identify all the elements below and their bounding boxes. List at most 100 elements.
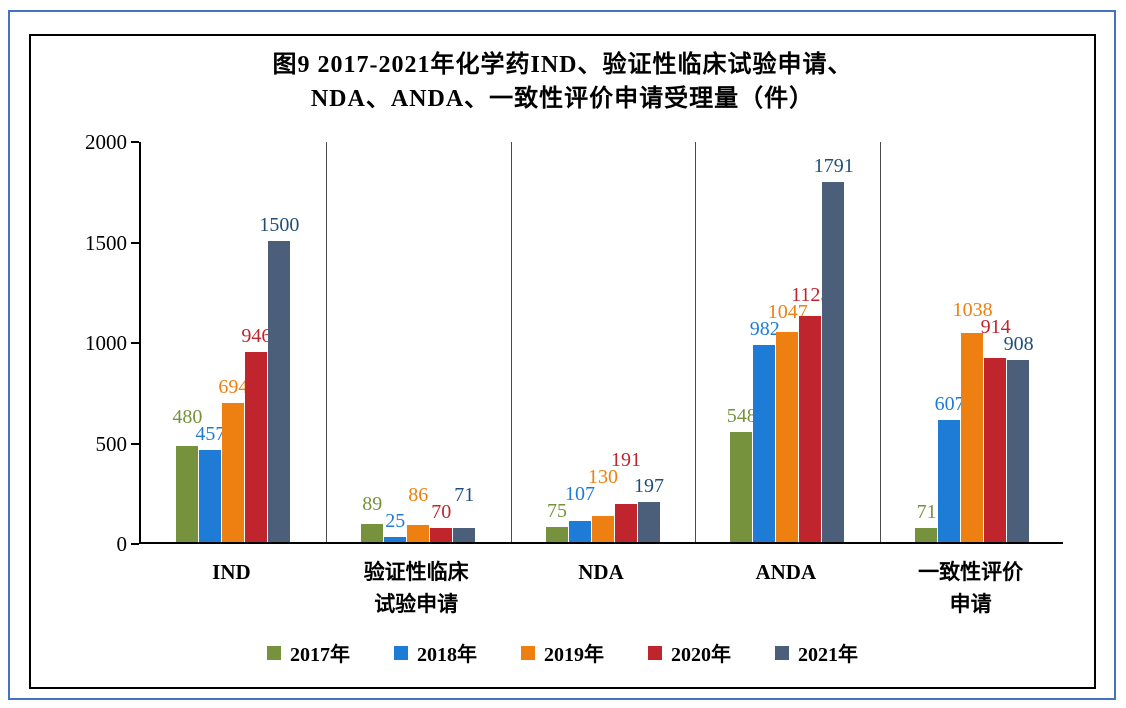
bar-value-label: 1500 <box>259 213 300 236</box>
bar-value-label: 70 <box>431 500 452 523</box>
bar-series-2-cat-2 <box>591 515 614 542</box>
category-separator <box>510 142 512 542</box>
bar-series-0-cat-4 <box>915 527 938 542</box>
legend-item-2: 2019年 <box>521 638 604 667</box>
legend-swatch <box>648 645 662 660</box>
bar-value-label: 89 <box>362 492 383 515</box>
legend-label: 2020年 <box>671 644 731 666</box>
chart-frame: 图9 2017-2021年化学药IND、验证性临床试验申请、 NDA、ANDA、… <box>29 34 1096 689</box>
legend-swatch <box>775 645 789 660</box>
x-axis-category-label-line: 申请 <box>949 592 992 616</box>
bar-series-3-cat-0 <box>244 351 267 542</box>
bar-series-0-cat-0 <box>175 445 198 542</box>
x-axis-category-label-line: 一致性评价 <box>918 560 1024 584</box>
y-tick-mark <box>131 342 139 344</box>
bar-series-2-cat-0 <box>221 402 244 542</box>
bar-value-label: 908 <box>1003 332 1034 355</box>
x-axis-category-label: IND <box>139 556 324 588</box>
legend-swatch <box>521 645 535 660</box>
bar-series-4-cat-4 <box>1007 359 1030 542</box>
y-tick-label: 2000 <box>85 130 127 154</box>
y-tick-mark <box>131 442 139 445</box>
y-tick-label: 1500 <box>85 230 127 255</box>
legend-label: 2021年 <box>798 644 858 666</box>
category-separator <box>695 142 697 542</box>
x-axis-category-label: 一致性评价 申请 <box>878 556 1063 620</box>
y-axis: 0 500 1000 1500 2000 <box>31 36 139 687</box>
y-tick-label: 0 <box>116 532 128 556</box>
chart-title-line2: NDA、ANDA、一致性评价申请受理量（件） <box>310 86 815 112</box>
x-axis-category-label: ANDA <box>693 556 878 588</box>
bar-value-label: 457 <box>195 423 226 446</box>
x-axis-category-label-line: 试验申请 <box>374 592 459 616</box>
chart-title: 图9 2017-2021年化学药IND、验证性临床试验申请、 NDA、ANDA、… <box>31 48 1094 116</box>
bar-value-label: 1038 <box>952 298 993 321</box>
bar-value-label: 71 <box>916 500 937 523</box>
legend-label: 2019年 <box>544 644 604 666</box>
bar-series-2-cat-1 <box>406 524 429 542</box>
bar-value-label: 25 <box>385 509 406 532</box>
legend-item-0: 2017年 <box>267 638 350 667</box>
bar-series-4-cat-3 <box>822 182 845 542</box>
bar-value-label: 607 <box>934 393 965 415</box>
x-axis-category-label: NDA <box>509 556 694 588</box>
legend-label: 2017年 <box>290 644 350 666</box>
bar-value-label: 1791 <box>813 155 854 178</box>
bar-series-3-cat-4 <box>984 358 1007 542</box>
bar-value-label: 130 <box>588 465 618 488</box>
x-axis-category-label: 验证性临床 试验申请 <box>324 556 509 620</box>
x-axis-category-label-line: IND <box>212 560 251 584</box>
bar-value-label: 107 <box>565 482 595 505</box>
bar-series-0-cat-3 <box>730 431 753 542</box>
bar-series-0-cat-1 <box>360 524 383 542</box>
bar-value-label: 982 <box>749 317 780 340</box>
bar-series-0-cat-2 <box>545 526 568 542</box>
legend-label: 2018年 <box>417 644 477 666</box>
x-axis-labels: IND 验证性临床试验申请 NDA ANDA 一致性评价申请 <box>31 556 1094 640</box>
y-tick-mark <box>131 543 139 545</box>
bar-value-label: 1047 <box>767 300 808 323</box>
legend-item-4: 2021年 <box>775 638 858 667</box>
bar-value-label: 75 <box>547 499 567 522</box>
bar-value-label: 191 <box>611 448 641 471</box>
bar-series-2-cat-3 <box>776 331 799 542</box>
bar-series-1-cat-2 <box>568 520 591 542</box>
category-separator <box>325 142 327 542</box>
bar-series-4-cat-1 <box>452 527 475 542</box>
bar-value-label: 946 <box>241 324 272 347</box>
bar-value-label: 197 <box>634 475 664 498</box>
legend-item-1: 2018年 <box>394 638 477 667</box>
bar-series-1-cat-0 <box>198 450 221 542</box>
bar-value-label: 914 <box>980 315 1011 338</box>
bar-value-label: 480 <box>172 406 203 429</box>
legend: 2017年 2018年 2019年 2020年 2021年 <box>31 638 1094 667</box>
y-tick-label: 1000 <box>85 331 127 355</box>
bar-series-1-cat-3 <box>753 344 776 542</box>
y-tick-mark <box>131 241 139 244</box>
category-separator <box>880 142 882 542</box>
legend-swatch <box>394 645 408 660</box>
bar-value-label: 71 <box>454 483 475 506</box>
bar-series-2-cat-4 <box>961 333 984 542</box>
legend-swatch <box>267 645 281 660</box>
x-axis-category-label-line: NDA <box>578 560 624 584</box>
bar-series-3-cat-1 <box>429 527 452 542</box>
y-tick-label: 500 <box>95 431 128 456</box>
chart-title-line1: 图9 2017-2021年化学药IND、验证性临床试验申请、 <box>272 52 853 78</box>
bar-series-4-cat-2 <box>637 502 660 542</box>
y-tick-mark <box>131 141 139 143</box>
bar-value-label: 548 <box>726 404 757 427</box>
x-axis-category-label-line: ANDA <box>755 560 817 584</box>
bar-value-label: 1125 <box>791 283 831 306</box>
bar-series-1-cat-4 <box>938 420 961 542</box>
bar-value-label: 694 <box>218 375 249 398</box>
bar-series-3-cat-2 <box>614 503 637 542</box>
x-axis-category-label-line: 验证性临床 <box>363 560 469 584</box>
bar-series-3-cat-3 <box>799 315 822 542</box>
bar-value-label: 86 <box>408 483 429 506</box>
legend-item-3: 2020年 <box>648 638 731 667</box>
plot-area: 480 457 694 946 1500 89 25 86 70 71 75 107 130 191 197… <box>139 142 1063 544</box>
bar-series-4-cat-0 <box>267 240 290 542</box>
bar-series-1-cat-1 <box>383 536 406 542</box>
